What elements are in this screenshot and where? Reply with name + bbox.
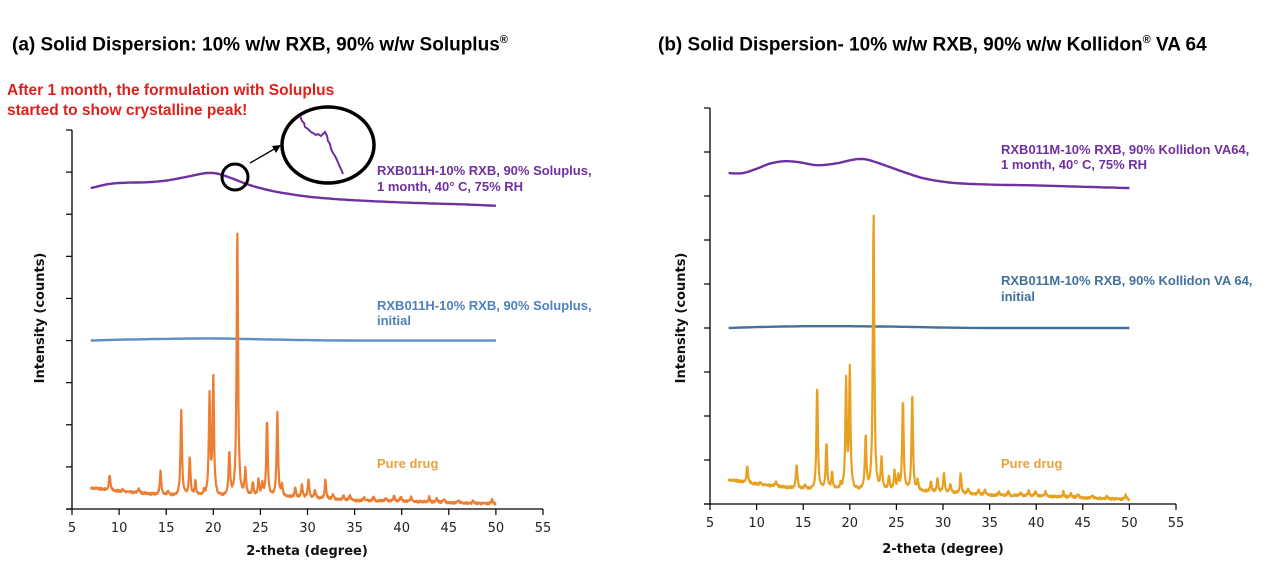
x-tick-label: 20 [205,521,222,536]
annotation-line-2: started to show crystalline peak! [7,102,248,119]
panel-a-x-axis-title: 2-theta (degree) [246,544,368,559]
panel-b-y-axis-title: Intensity (counts) [674,253,689,384]
zoom-inset-trace [299,115,344,175]
panel-b-aged-label-2: 1 month, 40° C, 75% RH [1001,157,1147,172]
x-tick-label: 45 [441,521,458,536]
x-tick-label: 55 [535,521,552,536]
series-line-2 [727,214,1131,502]
x-tick-label: 50 [1121,516,1138,531]
x-tick-label: 45 [1075,516,1092,531]
panel-b-x-axis-title: 2-theta (degree) [882,542,1004,557]
series-line-1 [90,337,496,342]
series-line-0 [728,157,1130,190]
panel-a-title-text: (a) Solid Dispersion: 10% w/w RXB, 90% w… [12,34,500,56]
panel-b-initial-label-1: RXB011M-10% RXB, 90% Kollidon VA 64, [1001,273,1252,288]
panel-a-initial-label-2: initial [377,313,411,328]
x-tick-label: 25 [252,521,269,536]
series-line-2 [89,232,497,506]
x-tick-label: 40 [1028,516,1045,531]
zoom-arrow-head [272,145,281,153]
x-tick-label: 5 [68,521,76,536]
panel-b-axes: 5 10 15 20 25 30 35 40 45 50 55 [704,107,1185,531]
annotation-line-1: After 1 month, the formulation with Solu… [7,82,335,99]
panel-a-axes: 5 10 15 20 25 30 35 40 45 50 55 [66,129,552,536]
x-tick-label: 30 [299,521,316,536]
x-tick-label: 35 [346,521,363,536]
zoom-arrow [249,147,277,164]
chart-panel-a: 5 10 15 20 25 30 35 40 45 50 55 2-theta (degree) I… [33,105,592,559]
x-tick-label: 40 [393,521,410,536]
panel-b-pure-label: Pure drug [1001,456,1062,471]
x-tick-label: 35 [981,516,998,531]
x-tick-label: 25 [888,516,905,531]
x-tick-label: 5 [706,516,714,531]
panel-a-y-axis-title: Intensity (counts) [33,253,48,384]
panel-b-series [727,157,1131,502]
panel-b-title-sup: ® [1142,34,1151,46]
panel-b-title: (b) Solid Dispersion- 10% w/w RXB, 90% w… [658,34,1207,56]
panel-a-pure-label: Pure drug [377,456,438,471]
x-tick-label: 15 [795,516,812,531]
zoom-inset-circle [280,105,376,185]
x-tick-label: 55 [1168,516,1185,531]
x-tick-label: 30 [935,516,952,531]
x-tick-label: 50 [488,521,505,536]
series-line-0 [90,171,496,207]
panel-b-aged-label-1: RXB011M-10% RXB, 90% Kollidon VA64, [1001,142,1249,157]
panel-a-initial-label-1: RXB011H-10% RXB, 90% Soluplus, [377,298,592,313]
panel-a-title-sup: ® [499,34,508,46]
zoom-region-circle [220,162,250,192]
series-line-1 [728,325,1130,330]
x-tick-label: 10 [748,516,765,531]
x-tick-label: 20 [842,516,859,531]
panel-a-series [89,171,497,506]
x-tick-label: 10 [111,521,128,536]
panel-a-aged-label-2: 1 month, 40° C, 75% RH [377,179,523,194]
panel-b-title-text: (b) Solid Dispersion- 10% w/w RXB, 90% w… [658,34,1143,56]
chart-panel-b: 5 10 15 20 25 30 35 40 45 50 55 2-theta (degree) I… [674,107,1252,557]
panel-a-title: (a) Solid Dispersion: 10% w/w RXB, 90% w… [12,34,508,56]
x-tick-label: 15 [158,521,175,536]
panel-b-title-suffix: VA 64 [1150,34,1207,56]
panel-b-initial-label-2: initial [1001,289,1035,304]
crystalline-annotation: After 1 month, the formulation with Solu… [7,81,334,121]
panel-a-aged-label-1: RXB011H-10% RXB, 90% Soluplus, [377,163,592,178]
